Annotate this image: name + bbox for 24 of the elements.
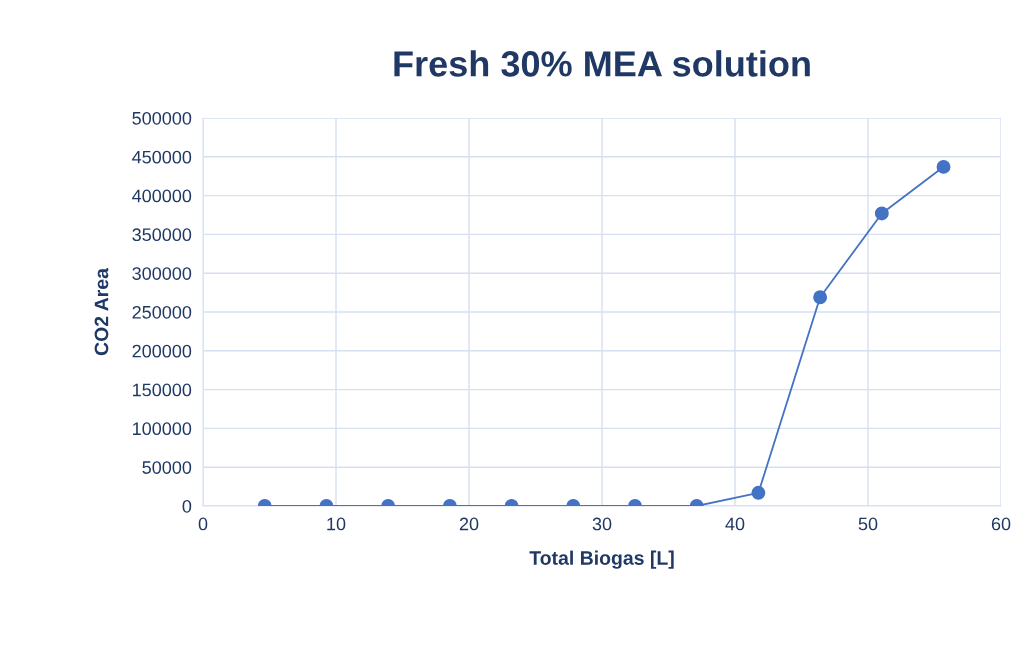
y-tick-label: 100000 [133, 422, 192, 436]
y-tick-label: 300000 [132, 267, 192, 280]
x-tick-label: 0 [198, 517, 208, 531]
y-tick-label: 150000 [133, 383, 192, 397]
y-tick-label: 50000 [142, 461, 192, 474]
x-tick-label: 20 [459, 517, 479, 531]
y-tick-label: 500000 [132, 111, 192, 125]
y-tick-label: 400000 [132, 189, 192, 203]
x-tick-label: 40 [725, 517, 745, 531]
x-axis-title: Total Biogas [L] [529, 550, 674, 569]
point [874, 206, 889, 221]
chart-title: Fresh 30% MEA solution [394, 50, 810, 77]
x-tick-label: 60 [991, 517, 1011, 531]
y-axis-title: CO2 Area [94, 267, 109, 356]
x-tick-label: 30 [592, 517, 612, 531]
y-tick-label: 450000 [132, 150, 192, 164]
point [936, 159, 951, 174]
x-tick-label: 50 [858, 517, 878, 531]
y-tick-label: 200000 [132, 344, 192, 358]
y-tick-label: 350000 [132, 228, 192, 242]
point [813, 290, 828, 305]
x-tick-label: 10 [327, 517, 346, 531]
y-tick-label: 250000 [132, 305, 192, 319]
y-tick-label: 0 [182, 499, 192, 513]
